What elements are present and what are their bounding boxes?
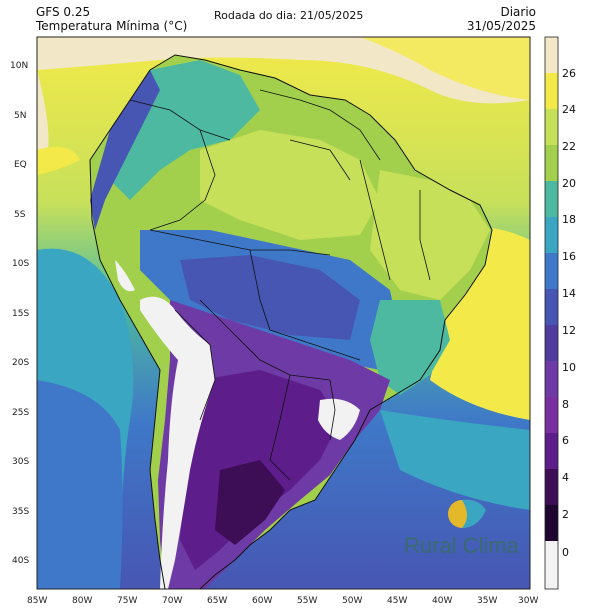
lon-tick-35w: 35W	[477, 596, 497, 606]
lat-tick-10s: 10S	[12, 259, 29, 269]
country-borders	[129, 89, 431, 481]
valid-date: 31/05/2025	[466, 19, 536, 33]
colorbar-swatch-24	[545, 73, 558, 109]
colorbar-swatch-18	[545, 181, 558, 217]
colorbar-label-24: 24	[562, 103, 576, 116]
colorbar-swatch-0	[545, 505, 558, 541]
rural-clima-logo: Rural Clima	[404, 499, 520, 558]
colorbar: 26 24 22 20 18 16 14 12 10 8 6 4 2 0	[544, 36, 576, 590]
colorbar-swatch-6	[545, 397, 558, 433]
colorbar-swatch-8	[545, 361, 558, 397]
south-brazil-cold-patch	[318, 398, 360, 440]
colorbar-label-4: 4	[562, 471, 569, 484]
run-date: Rodada do dia: 21/05/2025	[214, 9, 364, 22]
latitude-axis: 10N 5N EQ 5S 10S 15S 20S 25S 30S 35S 40S	[10, 61, 29, 566]
lat-tick-eq: EQ	[14, 160, 27, 170]
lon-tick-70w: 70W	[162, 596, 182, 606]
longitude-axis: 85W 80W 75W 70W 65W 60W 55W 50W 45W 40W …	[27, 596, 538, 606]
pacific-blue-band	[37, 380, 123, 589]
lon-tick-50w: 50W	[342, 596, 362, 606]
colorbar-swatch-26	[545, 37, 558, 73]
colorbar-label-18: 18	[562, 213, 576, 226]
colorbar-swatch-below	[545, 541, 558, 589]
colorbar-swatch-20	[545, 145, 558, 181]
lon-tick-85w: 85W	[27, 596, 47, 606]
colorbar-swatch-16	[545, 217, 558, 253]
lon-tick-75w: 75W	[117, 596, 137, 606]
atlantic-teal-band	[380, 410, 530, 510]
colorbar-swatch-10	[545, 325, 558, 361]
colorbar-label-22: 22	[562, 140, 576, 153]
colorbar-label-8: 8	[562, 398, 569, 411]
colorbar-swatch-4	[545, 433, 558, 469]
pacific-yellow-patch	[37, 146, 80, 175]
model-name: GFS 0.25	[36, 5, 91, 19]
colorbar-swatch-22	[545, 109, 558, 145]
lat-tick-25s: 25S	[12, 408, 29, 418]
lon-tick-60w: 60W	[252, 596, 272, 606]
lon-tick-40w: 40W	[432, 596, 452, 606]
colorbar-frame	[544, 36, 559, 590]
andes-snow-north	[115, 260, 135, 292]
colorbar-label-0: 0	[562, 546, 569, 559]
colorbar-label-6: 6	[562, 434, 569, 447]
lon-tick-80w: 80W	[72, 596, 92, 606]
frequency-label: Diario	[500, 5, 536, 19]
colorbar-label-16: 16	[562, 250, 576, 263]
colorbar-label-10: 10	[562, 361, 576, 374]
map-frame	[36, 36, 531, 590]
colorbar-label-26: 26	[562, 67, 576, 80]
central-indigo-region	[180, 255, 360, 340]
colorbar-label-12: 12	[562, 324, 576, 337]
warm-pacific-band	[37, 70, 49, 170]
colorbar-label-20: 20	[562, 177, 576, 190]
colorbar-swatch-2	[545, 469, 558, 505]
map-area	[37, 37, 530, 589]
logo-leaf-icon	[462, 499, 486, 528]
northeast-region	[370, 170, 490, 300]
colorbar-swatch-14	[545, 253, 558, 289]
logo-text: Rural Clima	[404, 533, 520, 558]
lat-tick-5n: 5N	[14, 111, 26, 121]
colorbar-label-2: 2	[562, 508, 569, 521]
lon-tick-55w: 55W	[297, 596, 317, 606]
lat-tick-5s: 5S	[14, 210, 26, 220]
colorbar-label-14: 14	[562, 287, 576, 300]
lon-tick-30w: 30W	[518, 596, 538, 606]
lon-tick-45w: 45W	[387, 596, 407, 606]
colorbar-swatch-12	[545, 289, 558, 325]
lat-tick-10n: 10N	[10, 61, 28, 71]
lat-tick-35s: 35S	[12, 507, 29, 517]
lat-tick-30s: 30S	[12, 457, 29, 467]
lat-tick-20s: 20S	[12, 358, 29, 368]
andes-snow-band	[140, 296, 215, 589]
coldest-core	[215, 460, 285, 545]
andes-north-band	[90, 70, 160, 230]
lat-tick-40s: 40S	[12, 556, 29, 566]
variable-title: Temperatura Mínima (°C)	[36, 19, 188, 33]
lat-tick-15s: 15S	[12, 309, 29, 319]
yellow-north-patch	[360, 37, 530, 100]
southeast-teal-region	[370, 300, 450, 395]
lon-tick-65w: 65W	[207, 596, 227, 606]
coastline	[89, 54, 493, 589]
